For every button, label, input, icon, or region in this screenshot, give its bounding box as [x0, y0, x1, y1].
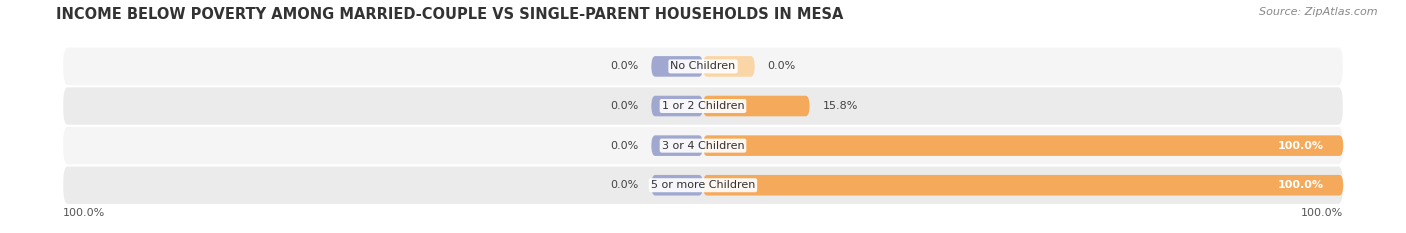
Text: 0.0%: 0.0%	[768, 62, 796, 71]
Text: 100.0%: 100.0%	[1278, 180, 1324, 190]
Text: 0.0%: 0.0%	[610, 62, 638, 71]
FancyBboxPatch shape	[703, 135, 1343, 156]
Text: Source: ZipAtlas.com: Source: ZipAtlas.com	[1260, 7, 1378, 17]
FancyBboxPatch shape	[651, 175, 703, 195]
Text: 100.0%: 100.0%	[1278, 141, 1324, 151]
Text: 0.0%: 0.0%	[610, 141, 638, 151]
FancyBboxPatch shape	[703, 175, 1343, 195]
FancyBboxPatch shape	[651, 135, 703, 156]
Text: 100.0%: 100.0%	[63, 208, 105, 218]
Text: INCOME BELOW POVERTY AMONG MARRIED-COUPLE VS SINGLE-PARENT HOUSEHOLDS IN MESA: INCOME BELOW POVERTY AMONG MARRIED-COUPL…	[56, 7, 844, 22]
Text: 3 or 4 Children: 3 or 4 Children	[662, 141, 744, 151]
FancyBboxPatch shape	[63, 87, 1343, 125]
Text: 5 or more Children: 5 or more Children	[651, 180, 755, 190]
FancyBboxPatch shape	[703, 96, 810, 116]
Text: 1 or 2 Children: 1 or 2 Children	[662, 101, 744, 111]
FancyBboxPatch shape	[63, 166, 1343, 205]
Text: 15.8%: 15.8%	[823, 101, 858, 111]
FancyBboxPatch shape	[703, 56, 755, 77]
Text: 100.0%: 100.0%	[1301, 208, 1343, 218]
FancyBboxPatch shape	[63, 47, 1343, 86]
FancyBboxPatch shape	[651, 56, 703, 77]
FancyBboxPatch shape	[651, 96, 703, 116]
Text: 0.0%: 0.0%	[610, 180, 638, 190]
FancyBboxPatch shape	[63, 126, 1343, 165]
Text: No Children: No Children	[671, 62, 735, 71]
Text: 0.0%: 0.0%	[610, 101, 638, 111]
